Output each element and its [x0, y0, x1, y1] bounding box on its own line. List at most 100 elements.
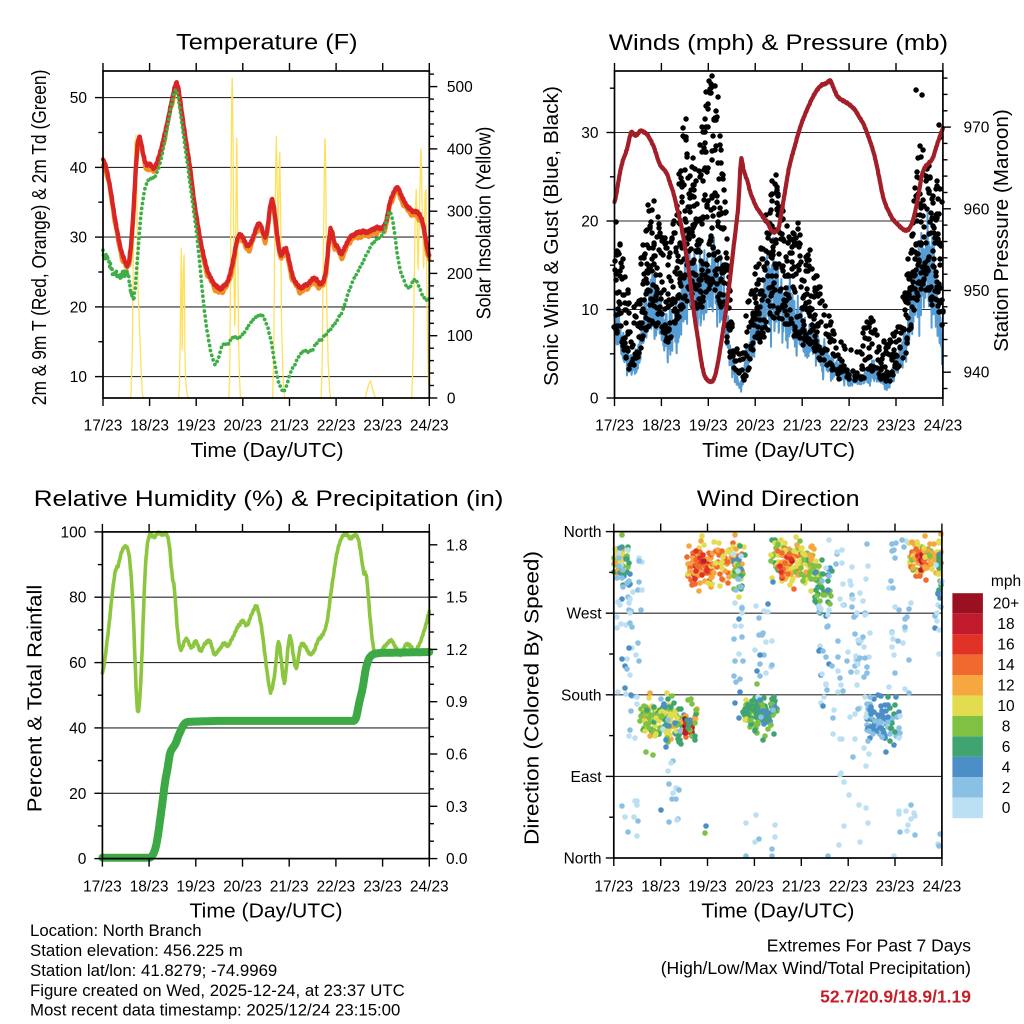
svg-text:Solar Insolation (Yellow): Solar Insolation (Yellow): [474, 127, 496, 320]
svg-text:20/23: 20/23: [223, 417, 262, 434]
svg-text:22/23: 22/23: [829, 878, 868, 895]
svg-text:16: 16: [997, 637, 1014, 654]
svg-text:80: 80: [69, 590, 87, 607]
svg-text:Station elevation: 456.225 m: Station elevation: 456.225 m: [30, 941, 243, 960]
svg-text:Percent & Total Rainfall: Percent & Total Rainfall: [25, 585, 47, 812]
svg-text:23/23: 23/23: [363, 417, 402, 434]
svg-text:Time (Day/UTC): Time (Day/UTC): [191, 440, 344, 462]
svg-text:24/23: 24/23: [410, 878, 449, 895]
svg-text:20/23: 20/23: [736, 417, 775, 434]
svg-text:21/23: 21/23: [270, 417, 309, 434]
svg-text:4: 4: [1002, 759, 1011, 776]
svg-text:0: 0: [1002, 800, 1011, 817]
svg-text:17/23: 17/23: [594, 878, 633, 895]
svg-text:22/23: 22/23: [317, 878, 356, 895]
svg-text:18/23: 18/23: [130, 878, 169, 895]
svg-text:23/23: 23/23: [363, 878, 402, 895]
svg-text:17/23: 17/23: [84, 417, 123, 434]
svg-text:0: 0: [78, 851, 87, 868]
svg-text:Location: North Branch: Location: North Branch: [30, 921, 202, 940]
svg-text:300: 300: [447, 204, 473, 221]
svg-text:20: 20: [581, 214, 599, 231]
svg-text:21/23: 21/23: [270, 878, 309, 895]
svg-text:1.2: 1.2: [446, 642, 468, 659]
svg-text:Time (Day/UTC): Time (Day/UTC): [190, 901, 343, 923]
svg-text:21/23: 21/23: [782, 878, 821, 895]
svg-text:40: 40: [69, 720, 87, 737]
svg-text:2: 2: [1002, 780, 1011, 797]
svg-text:24/23: 24/23: [924, 417, 963, 434]
svg-text:20/23: 20/23: [223, 878, 262, 895]
svg-text:21/23: 21/23: [783, 417, 822, 434]
svg-text:52.7/20.9/18.9/1.19: 52.7/20.9/18.9/1.19: [820, 987, 971, 1007]
svg-text:Relative Humidity (%) & Precip: Relative Humidity (%) & Precipitation (i…: [34, 486, 504, 511]
svg-text:Direction (Colored By Speed): Direction (Colored By Speed): [522, 551, 544, 845]
svg-text:17/23: 17/23: [83, 878, 122, 895]
svg-text:0: 0: [447, 391, 456, 408]
svg-text:23/23: 23/23: [876, 878, 915, 895]
svg-text:East: East: [570, 769, 602, 786]
svg-text:North: North: [564, 851, 602, 868]
svg-text:mph: mph: [991, 573, 1021, 590]
svg-text:Time (Day/UTC): Time (Day/UTC): [701, 901, 854, 923]
svg-text:0: 0: [590, 391, 599, 408]
svg-text:Extremes For Past 7 Days: Extremes For Past 7 Days: [767, 936, 971, 956]
svg-text:Sonic Wind & Gust (Blue, Black: Sonic Wind & Gust (Blue, Black): [541, 86, 563, 386]
svg-text:Winds (mph) & Pressure (mb): Winds (mph) & Pressure (mb): [609, 30, 948, 55]
svg-text:10: 10: [997, 698, 1015, 715]
svg-text:30: 30: [581, 125, 599, 142]
svg-text:18/23: 18/23: [642, 417, 681, 434]
svg-text:19/23: 19/23: [176, 878, 215, 895]
svg-text:950: 950: [964, 283, 990, 300]
svg-text:18: 18: [997, 616, 1014, 633]
svg-text:18/23: 18/23: [641, 878, 680, 895]
svg-text:20: 20: [69, 786, 87, 803]
svg-text:50: 50: [70, 90, 88, 107]
svg-text:22/23: 22/23: [830, 417, 869, 434]
svg-text:South: South: [561, 687, 602, 704]
svg-text:14: 14: [997, 657, 1015, 674]
svg-text:960: 960: [964, 201, 990, 218]
svg-text:20+: 20+: [993, 596, 1019, 613]
svg-text:0.3: 0.3: [446, 799, 468, 816]
svg-text:100: 100: [61, 524, 87, 541]
svg-text:Figure created on Wed, 2025-12: Figure created on Wed, 2025-12-24, at 23…: [30, 981, 405, 1000]
svg-text:19/23: 19/23: [689, 417, 728, 434]
svg-text:40: 40: [70, 160, 88, 177]
svg-text:West: West: [566, 606, 602, 623]
svg-text:940: 940: [964, 365, 990, 382]
svg-text:30: 30: [70, 230, 88, 247]
svg-text:100: 100: [447, 328, 473, 345]
svg-text:24/23: 24/23: [923, 878, 962, 895]
svg-text:2m & 9m T (Red, Orange) & 2m T: 2m & 9m T (Red, Orange) & 2m Td (Green): [29, 70, 51, 406]
svg-text:North: North: [564, 524, 602, 541]
svg-text:Station lat/lon: 41.8279; -74.: Station lat/lon: 41.8279; -74.9969: [30, 961, 277, 980]
svg-text:Most recent data timestamp: 20: Most recent data timestamp: 2025/12/24 2…: [30, 1001, 400, 1020]
svg-text:400: 400: [447, 141, 473, 158]
svg-text:Wind Direction: Wind Direction: [697, 486, 860, 511]
svg-text:12: 12: [997, 678, 1014, 695]
svg-text:19/23: 19/23: [177, 417, 216, 434]
svg-text:20: 20: [70, 299, 88, 316]
svg-text:18/23: 18/23: [130, 417, 169, 434]
svg-text:0.9: 0.9: [446, 694, 468, 711]
svg-text:24/23: 24/23: [410, 417, 449, 434]
svg-text:20/23: 20/23: [735, 878, 774, 895]
svg-text:Temperature (F): Temperature (F): [176, 30, 358, 55]
svg-text:60: 60: [69, 655, 87, 672]
svg-text:22/23: 22/23: [317, 417, 356, 434]
svg-text:19/23: 19/23: [688, 878, 727, 895]
svg-text:Time (Day/UTC): Time (Day/UTC): [702, 440, 855, 462]
svg-text:10: 10: [581, 302, 599, 319]
svg-text:(High/Low/Max Wind/Total Preci: (High/Low/Max Wind/Total Precipitation): [661, 958, 971, 978]
svg-text:970: 970: [964, 120, 990, 137]
svg-text:500: 500: [447, 79, 473, 96]
svg-text:200: 200: [447, 266, 473, 283]
svg-text:0.6: 0.6: [446, 747, 468, 764]
svg-text:0.0: 0.0: [446, 851, 468, 868]
svg-text:8: 8: [1002, 718, 1011, 735]
svg-text:10: 10: [70, 369, 88, 386]
svg-text:Station Pressure (Maroon): Station Pressure (Maroon): [991, 109, 1013, 352]
svg-text:23/23: 23/23: [877, 417, 916, 434]
svg-text:6: 6: [1002, 739, 1011, 756]
